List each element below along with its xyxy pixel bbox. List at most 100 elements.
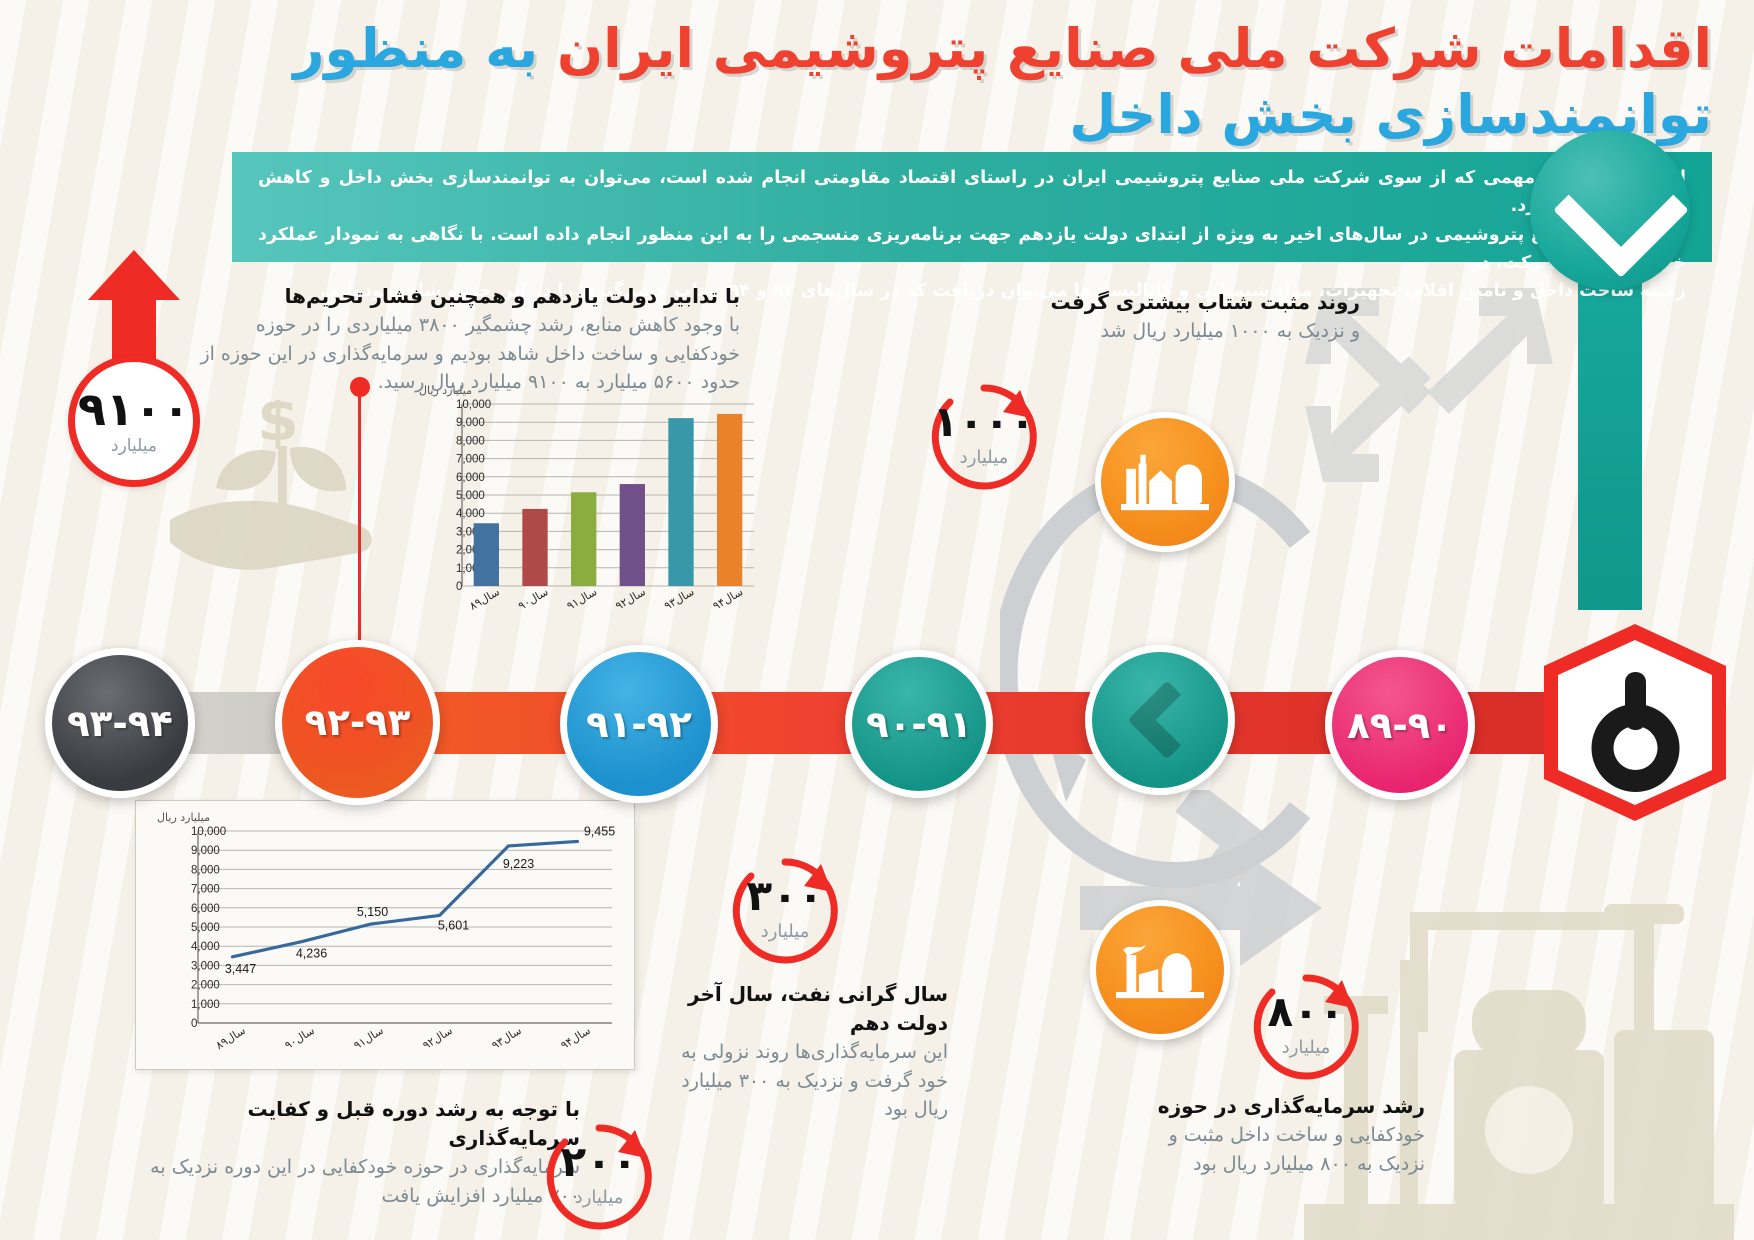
svg-text:9,000: 9,000 <box>456 417 485 429</box>
value-badge-300-number: ۳۰۰ <box>746 870 824 920</box>
connector-line-bar-chart <box>358 392 361 642</box>
svg-text:0: 0 <box>191 1018 197 1030</box>
intro-line-2: شرکت ملی صنایع پتروشیمی در سال‌های اخیر … <box>258 224 1686 274</box>
value-badge-300-unit: میلیارد <box>760 920 810 942</box>
svg-text:8,000: 8,000 <box>191 864 220 876</box>
svg-text:9,000: 9,000 <box>191 845 220 857</box>
svg-text:سال۹۳: سال۹۳ <box>489 1024 523 1052</box>
callout-1000-body: و نزدیک به ۱۰۰۰ میلیارد ریال شد <box>1100 320 1360 342</box>
timeline-node-9394[interactable]: ۹۳-۹۴ <box>45 648 195 798</box>
value-badge-800: ۸۰۰ میلیارد <box>1247 968 1365 1086</box>
timeline-node-back-arrow[interactable] <box>1085 645 1235 795</box>
svg-text:9,223: 9,223 <box>503 857 534 871</box>
value-badge-300: ۳۰۰ میلیارد <box>726 852 844 970</box>
svg-text:سال۹۴: سال۹۴ <box>558 1024 592 1052</box>
svg-text:5,000: 5,000 <box>191 922 220 934</box>
svg-text:سال۸۹: سال۸۹ <box>467 585 502 612</box>
svg-text:6,000: 6,000 <box>191 903 220 915</box>
callout-800-body: خودکفایی و ساخت داخل مثبت و نزدیک به ۸۰۰… <box>1168 1124 1425 1175</box>
svg-text:5,601: 5,601 <box>438 918 469 932</box>
svg-text:سال۸۹: سال۸۹ <box>213 1024 247 1052</box>
callout-800-head: رشد سرمایه‌گذاری در حوزه <box>1157 1094 1425 1118</box>
callout-800: رشد سرمایه‌گذاری در حوزه خودکفایی و ساخت… <box>1130 1092 1425 1178</box>
plant-smoke-glyph <box>1116 944 1204 999</box>
chevron-down-icon <box>1530 130 1690 290</box>
callout-1000: روند مثبت شتاب بیشتری گرفت و نزدیک به ۱۰… <box>930 288 1360 346</box>
callout-200-body: سرمایه‌گذاری در حوزه خودکفایی در این دور… <box>150 1156 580 1207</box>
svg-text:1,000: 1,000 <box>191 999 220 1011</box>
svg-text:سال۹۴: سال۹۴ <box>711 585 746 612</box>
value-badge-800-number: ۸۰۰ <box>1267 986 1345 1036</box>
circular-arrow-icon <box>546 1124 652 1230</box>
timeline-node-9394-label: ۹۳-۹۴ <box>67 701 173 745</box>
timeline-node-8990[interactable]: ۸۹-۹۰ <box>1325 650 1475 800</box>
timeline-node-9192-label: ۹۱-۹۲ <box>586 702 692 746</box>
value-badge-200: ۲۰۰ میلیارد <box>540 1118 658 1236</box>
callout-300: سال گرانی نفت، سال آخر دولت دهم این سرما… <box>648 980 948 1124</box>
svg-text:2,000: 2,000 <box>191 980 220 992</box>
callout-9100-body: با وجود کاهش منابع، رشد چشمگیر ۳۸۰۰ میلی… <box>200 314 740 393</box>
value-badge-9100-unit: میلیارد <box>111 436 157 456</box>
svg-text:سال۹۲: سال۹۲ <box>420 1024 454 1052</box>
timeline-node-8990-label: ۸۹-۹۰ <box>1347 703 1453 747</box>
svg-text:سال۹۳: سال۹۳ <box>662 585 697 612</box>
timeline-node-9192[interactable]: ۹۱-۹۲ <box>560 645 718 803</box>
chevron-left-icon <box>1127 680 1207 760</box>
callout-1000-head: روند مثبت شتاب بیشتری گرفت <box>1050 290 1360 314</box>
petrochemical-plant-icon-top <box>1095 412 1235 552</box>
line-chart: میلیارد ریال 0 1,000 2,000 3,000 4,000 5,000 6,… <box>135 800 635 1070</box>
svg-text:5,150: 5,150 <box>357 905 388 919</box>
timeline-node-9293-label: ۹۲-۹۳ <box>304 701 411 744</box>
callout-300-body: این سرمایه‌گذاری‌ها روند نزولی به خود گر… <box>681 1041 948 1120</box>
svg-text:$: $ <box>257 400 299 455</box>
callout-200: با توجه به رشد دوره قبل و کفایت سرمایه‌گ… <box>140 1095 580 1210</box>
svg-text:4,000: 4,000 <box>191 941 220 953</box>
svg-text:8,000: 8,000 <box>456 435 485 447</box>
svg-text:5,000: 5,000 <box>456 490 485 502</box>
petrochemical-plant-icon-bottom <box>1090 900 1230 1040</box>
line-chart-svg: میلیارد ریال 0 1,000 2,000 3,000 4,000 5,000 6,… <box>157 811 615 1052</box>
svg-text:9,455: 9,455 <box>584 824 615 838</box>
svg-text:سال۹۱: سال۹۱ <box>565 585 600 612</box>
value-badge-1000-number: ۱۰۰۰ <box>932 396 1036 446</box>
svg-text:10,000: 10,000 <box>191 826 226 838</box>
svg-text:سال۹۰: سال۹۰ <box>516 585 551 612</box>
circular-arrow-icon <box>732 858 838 964</box>
svg-text:میلیارد ریال: میلیارد ریال <box>157 811 210 824</box>
svg-text:6,000: 6,000 <box>456 472 485 484</box>
value-badge-800-unit: میلیارد <box>1281 1036 1331 1058</box>
svg-text:7,000: 7,000 <box>456 454 485 466</box>
connector-dot-bar-chart <box>350 377 370 397</box>
intro-line-1: از جمله اقدامات مهمی که از سوی شرکت ملی … <box>258 168 1686 217</box>
intro-paragraph: از جمله اقدامات مهمی که از سوی شرکت ملی … <box>232 152 1712 301</box>
svg-text:10,000: 10,000 <box>456 399 491 411</box>
page-title: اقدامات شرکت ملی صنایع پتروشیمی ایران به… <box>42 16 1712 148</box>
value-badge-9100: ۹۱۰۰ میلیارد <box>68 355 200 487</box>
circular-arrow-icon <box>931 384 1037 490</box>
svg-text:سال۹۲: سال۹۲ <box>613 585 648 612</box>
svg-text:7,000: 7,000 <box>191 884 220 896</box>
callout-9100-head: با تدابیر دولت یازدهم و همچنین فشار تحری… <box>284 284 740 308</box>
value-badge-1000-unit: میلیارد <box>959 446 1009 468</box>
timeline-node-9091-label: ۹۰-۹۱ <box>866 702 972 746</box>
bar-chart-svg: میلیارد ریال01,0002,0003,0004,0005,0006,… <box>419 384 754 613</box>
power-icon[interactable] <box>1540 620 1730 825</box>
plant-glyph <box>1121 454 1209 511</box>
value-badge-9100-number: ۹۱۰۰ <box>77 382 191 436</box>
timeline-node-9091[interactable]: ۹۰-۹۱ <box>845 650 993 798</box>
timeline-node-9293[interactable]: ۹۲-۹۳ <box>275 640 440 805</box>
callout-200-head: با توجه به رشد دوره قبل و کفایت سرمایه‌گ… <box>247 1097 581 1150</box>
callout-300-head: سال گرانی نفت، سال آخر دولت دهم <box>688 982 948 1035</box>
title-part-1: اقدامات شرکت ملی صنایع پتروشیمی ایران <box>556 17 1712 80</box>
svg-text:میلیارد ریال: میلیارد ریال <box>419 384 472 397</box>
svg-text:سال۹۰: سال۹۰ <box>282 1024 316 1052</box>
value-badge-200-number: ۲۰۰ <box>560 1136 638 1186</box>
value-badge-200-unit: میلیارد <box>574 1186 624 1208</box>
svg-text:0: 0 <box>456 581 462 593</box>
svg-text:4,236: 4,236 <box>296 947 327 961</box>
svg-text:سال۹۱: سال۹۱ <box>351 1024 385 1052</box>
callout-9100: با تدابیر دولت یازدهم و همچنین فشار تحری… <box>180 282 740 397</box>
bar-chart: میلیارد ریال 0 1,000 2,000 3,000 4,000 5,000 6,… <box>410 378 760 648</box>
value-badge-1000: ۱۰۰۰ میلیارد <box>925 378 1043 496</box>
svg-text:4,000: 4,000 <box>456 508 485 520</box>
